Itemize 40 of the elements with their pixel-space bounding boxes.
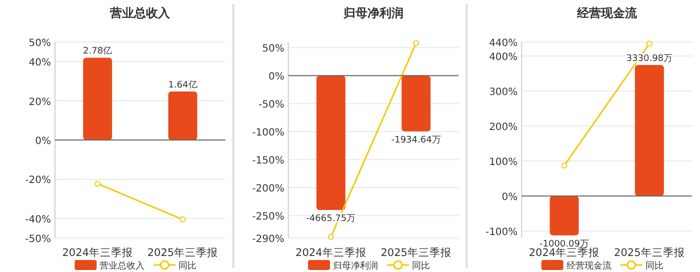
- y-tick-label: 50%: [262, 44, 284, 55]
- y-tick-label: 0%: [268, 72, 284, 83]
- y-tick-label: -50%: [258, 100, 284, 111]
- y-tick-label: 50%: [28, 38, 51, 49]
- y-tick-label: -250%: [252, 212, 284, 223]
- legend-label: 同比: [178, 260, 197, 272]
- y-tick-label: -150%: [252, 156, 284, 167]
- y-tick-label: 400%: [489, 52, 518, 63]
- legend-label: 同比: [412, 260, 430, 272]
- y-tick-label: -100%: [485, 227, 518, 238]
- x-tick-label: 2024年三季报: [62, 246, 133, 259]
- y-tick-label: 100%: [489, 157, 518, 168]
- data-label: 2.78亿: [83, 46, 112, 57]
- legend-label: 经营现金流: [566, 260, 612, 272]
- chart-title: 经营现金流: [576, 6, 638, 20]
- y-tick-label: 300%: [489, 87, 518, 98]
- y-tick-label: -50%: [25, 234, 51, 245]
- legend-label: 归母净利润: [333, 260, 378, 272]
- y-tick-label: 0%: [35, 136, 51, 147]
- chart-title: 归母净利润: [342, 6, 404, 20]
- y-tick-label: 20%: [28, 96, 51, 108]
- data-label: 1.64亿: [168, 79, 198, 90]
- x-tick-label: 2024年三季报: [528, 246, 600, 259]
- legend-label: 营业总收入: [100, 260, 145, 272]
- y-tick-label: 200%: [489, 122, 518, 133]
- x-tick-label: 2025年三季报: [380, 246, 452, 259]
- x-tick-label: 2025年三季报: [147, 246, 218, 259]
- y-tick-label: -290%: [252, 234, 284, 245]
- legend-label: 同比: [645, 260, 664, 272]
- chart-title: 营业总收入: [109, 6, 172, 20]
- y-tick-label: 0%: [502, 192, 518, 203]
- y-tick-label: 440%: [489, 38, 518, 49]
- x-tick-label: 2025年三季报: [614, 246, 685, 259]
- data-label: -1934.64万: [391, 135, 441, 146]
- y-tick-label: -200%: [252, 184, 284, 195]
- y-tick-label: -40%: [25, 214, 51, 226]
- y-tick-label: -20%: [25, 175, 51, 186]
- y-tick-label: -100%: [252, 128, 284, 139]
- y-tick-label: 40%: [28, 58, 51, 69]
- x-tick-label: 2024年三季报: [296, 246, 366, 259]
